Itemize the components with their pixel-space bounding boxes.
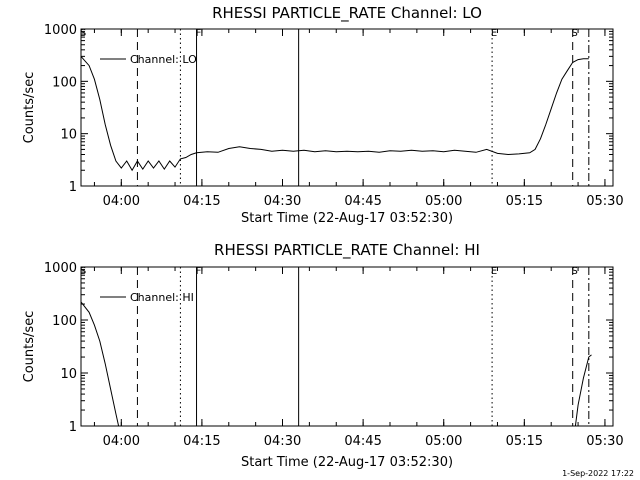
hi-channel-panel: RHESSI PARTICLE_RATE Channel: HI 1 10 100 10… bbox=[22, 241, 624, 470]
x-tick-label: 04:15 bbox=[183, 194, 220, 209]
marker-label: S bbox=[80, 266, 86, 277]
chart-title: RHESSI PARTICLE_RATE Channel: HI bbox=[214, 241, 480, 260]
x-tick-label: 04:45 bbox=[344, 194, 381, 209]
series-line bbox=[80, 56, 589, 172]
legend-label: Channel: HI bbox=[130, 291, 194, 304]
x-tick-label: 04:30 bbox=[264, 434, 301, 449]
marker-label: E bbox=[491, 28, 497, 39]
legend-label: Channel: LO bbox=[130, 53, 197, 66]
x-tick-label: 04:30 bbox=[264, 194, 301, 209]
x-tick-label: 04:00 bbox=[103, 434, 140, 449]
x-axis-label: Start Time (22-Aug-17 03:52:30) bbox=[241, 211, 453, 226]
y-tick-label: 100 bbox=[52, 314, 77, 329]
x-tick-label: 05:30 bbox=[586, 434, 623, 449]
marker-label: E bbox=[491, 266, 497, 277]
marker-label: S bbox=[80, 28, 86, 39]
marker-label: F bbox=[196, 266, 202, 277]
x-axis-label: Start Time (22-Aug-17 03:52:30) bbox=[241, 455, 453, 470]
x-tick-label: 05:15 bbox=[506, 194, 543, 209]
y-tick-label: 1 bbox=[69, 180, 77, 195]
x-tick-label: 04:45 bbox=[344, 434, 381, 449]
x-tick-label: 05:15 bbox=[506, 434, 543, 449]
marker-label: F bbox=[196, 28, 202, 39]
y-tick-label: 1 bbox=[69, 420, 77, 435]
y-tick-label: 1000 bbox=[44, 261, 77, 276]
marker-label: S bbox=[572, 28, 578, 39]
x-tick-label: 05:00 bbox=[425, 194, 462, 209]
series-line bbox=[80, 301, 120, 427]
x-tick-label: 05:00 bbox=[425, 434, 462, 449]
x-tick-label: 05:30 bbox=[586, 194, 623, 209]
y-axis-label: Counts/sec bbox=[22, 72, 37, 144]
y-tick-label: 100 bbox=[52, 75, 77, 90]
y-tick-label: 10 bbox=[60, 367, 77, 382]
y-tick-label: 1000 bbox=[44, 23, 77, 38]
x-tick-label: 04:00 bbox=[103, 194, 140, 209]
marker-label: S bbox=[572, 266, 578, 277]
chart-title: RHESSI PARTICLE_RATE Channel: LO bbox=[212, 4, 482, 23]
y-axis-label: Counts/sec bbox=[22, 311, 37, 383]
plot-date-footer: 1-Sep-2022 17:22 bbox=[562, 469, 634, 478]
lo-channel-panel: RHESSI PARTICLE_RATE Channel: LO 1 10 100 10… bbox=[22, 4, 624, 226]
y-tick-label: 10 bbox=[60, 128, 77, 143]
series-line bbox=[574, 354, 592, 427]
x-tick-label: 04:15 bbox=[183, 434, 220, 449]
